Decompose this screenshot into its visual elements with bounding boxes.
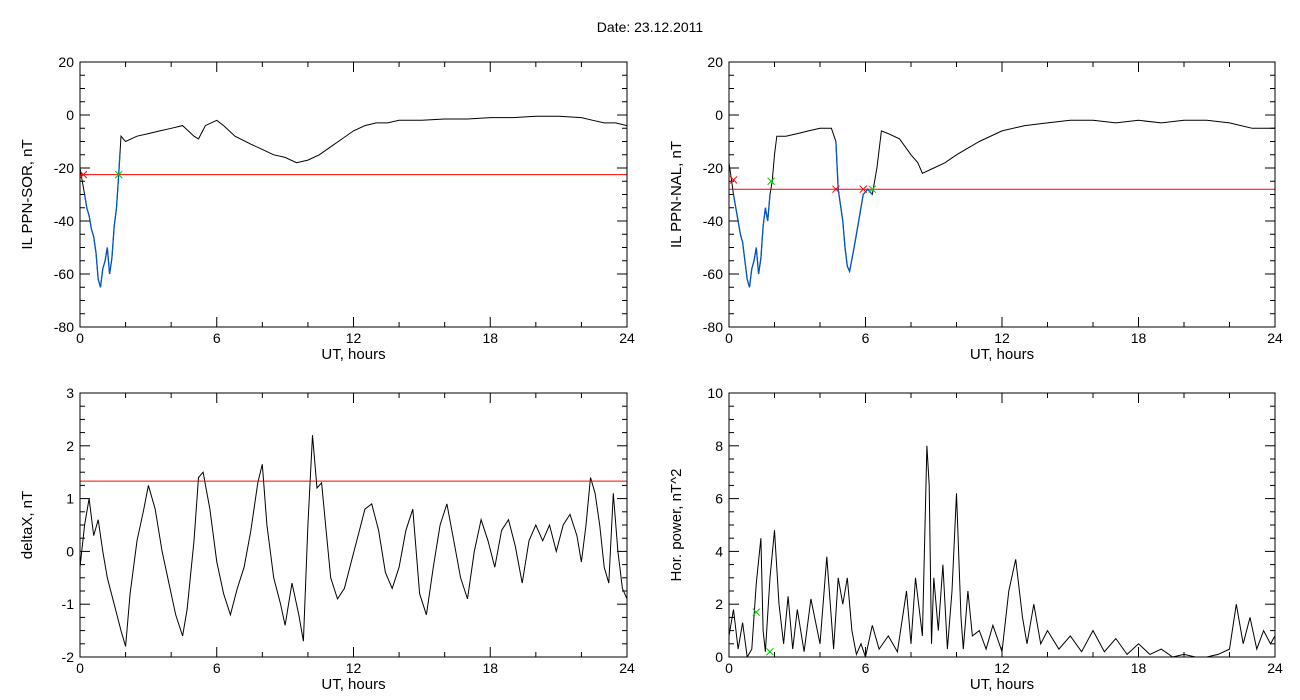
x-tick-label: 18	[482, 660, 498, 676]
y-tick-label: 20	[58, 54, 74, 70]
plot-frame	[79, 61, 628, 328]
series-line	[729, 445, 1275, 657]
x-axis-label: UT, hours	[970, 346, 1034, 363]
x-axis-label: UT, hours	[321, 346, 385, 363]
y-tick-label: 3	[66, 385, 74, 401]
y-tick-label: -20	[703, 160, 723, 176]
highlight-segment	[835, 141, 873, 274]
y-axis-label: Hor. power, nT^2	[668, 469, 685, 582]
marker-green	[766, 647, 774, 656]
y-tick-label: -80	[54, 319, 74, 335]
page-title: Date: 23.12.2011	[596, 19, 704, 35]
highlight-segment	[732, 194, 771, 288]
y-tick-label: 0	[66, 543, 74, 559]
x-axis-label: UT, hours	[970, 676, 1034, 693]
y-tick-label: 10	[707, 385, 723, 401]
x-tick-label: 0	[76, 330, 84, 346]
y-tick-label: -60	[703, 266, 723, 282]
series-line	[80, 115, 627, 288]
x-tick-label: 12	[346, 330, 362, 346]
plot-frame	[728, 61, 1276, 328]
y-tick-label: -1	[62, 596, 75, 612]
x-tick-label: 12	[994, 660, 1010, 676]
x-tick-label: 0	[76, 660, 84, 676]
marker-red	[832, 185, 840, 194]
x-tick-label: 24	[1267, 660, 1283, 676]
y-tick-label: 0	[715, 107, 723, 123]
x-tick-label: 6	[213, 660, 221, 676]
y-tick-label: -80	[703, 319, 723, 335]
panel-nal: 0 6 12 18 24 -80 -60 -40 -20 0 20 UT, hours IL PPN-N…	[668, 54, 1283, 363]
x-tick-label: 18	[482, 330, 498, 346]
plot-frame	[79, 392, 628, 658]
x-tick-label: 24	[619, 660, 635, 676]
x-tick-label: 12	[994, 330, 1010, 346]
marker-red	[79, 170, 88, 179]
y-tick-label: 2	[66, 438, 74, 454]
y-tick-label: 0	[66, 107, 74, 123]
y-tick-label: 0	[715, 649, 723, 665]
y-tick-label: -2	[62, 649, 75, 665]
x-tick-label: 0	[725, 660, 733, 676]
y-tick-label: 6	[715, 491, 723, 507]
y-tick-label: -20	[54, 160, 74, 176]
y-tick-label: 4	[715, 543, 723, 559]
marker-red	[729, 176, 738, 184]
y-tick-label: -40	[703, 213, 723, 229]
x-tick-label: 6	[862, 660, 870, 676]
x-tick-label: 18	[1131, 660, 1147, 676]
series-line	[80, 435, 627, 647]
x-tick-label: 6	[862, 330, 870, 346]
y-tick-label: 20	[707, 54, 723, 70]
y-tick-label: -40	[54, 213, 74, 229]
y-axis-label: IL PPN-NAL, nT	[668, 141, 685, 248]
marker-green	[752, 608, 761, 616]
x-tick-label: 24	[1267, 330, 1283, 346]
x-tick-label: 12	[346, 660, 362, 676]
x-tick-label: 24	[619, 330, 635, 346]
y-tick-label: -60	[54, 266, 74, 282]
series-line	[729, 119, 1275, 288]
marker-green	[114, 170, 123, 179]
panel-sor: 0 6 12 18 24 -80 -60 -40 -20 0 20 UT, hours IL PPN-S…	[19, 54, 635, 363]
marker-green	[868, 185, 877, 194]
y-axis-label: deltaX, nT	[19, 491, 36, 559]
x-tick-label: 18	[1131, 330, 1147, 346]
highlight-segment	[83, 154, 121, 288]
plot-frame	[728, 392, 1276, 658]
marker-green	[767, 177, 775, 186]
x-tick-label: 0	[725, 330, 733, 346]
y-tick-label: 8	[715, 438, 723, 454]
y-tick-label: 2	[715, 596, 723, 612]
x-axis-label: UT, hours	[321, 676, 385, 693]
y-axis-label: IL PPN-SOR, nT	[19, 139, 36, 249]
y-tick-label: 1	[66, 491, 74, 507]
x-tick-label: 6	[213, 330, 221, 346]
marker-red	[859, 185, 868, 194]
